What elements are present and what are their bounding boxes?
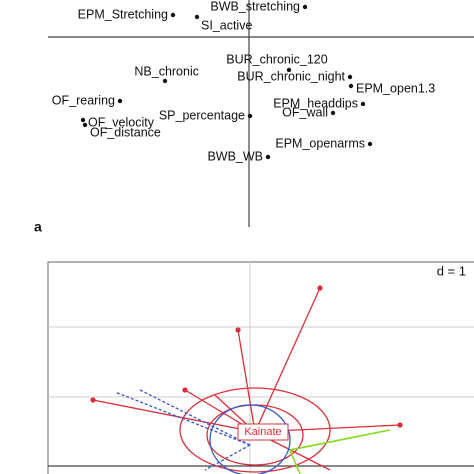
blue-group	[114, 389, 291, 474]
point	[348, 83, 354, 89]
scale-label: d = 1	[437, 263, 466, 278]
point-label: OF_velocity	[88, 115, 155, 129]
star-panel: Kainate d = 1	[47, 261, 474, 474]
point-label: BWB_stretching	[210, 0, 300, 13]
point-label: OF_distance	[90, 125, 161, 139]
point-label: EPM_open1.3	[356, 81, 435, 95]
point-label: OF_rearing	[52, 93, 115, 107]
point-label: EPM_Stretching	[78, 7, 168, 21]
point	[162, 78, 168, 84]
point-label: SI_active	[201, 18, 252, 32]
point	[80, 117, 86, 123]
group-label-box	[237, 423, 289, 441]
point	[347, 74, 353, 80]
group-label: Kainate	[244, 426, 281, 438]
point-label: SP_percentage	[159, 108, 245, 122]
point	[117, 98, 123, 104]
point	[82, 122, 88, 128]
point-label: EPM_headdips	[273, 96, 358, 110]
point	[360, 101, 366, 107]
point	[330, 110, 336, 116]
panel-frame	[47, 261, 474, 474]
point-label: OF_wall	[282, 105, 328, 119]
point	[194, 14, 200, 20]
panel-label: a	[34, 219, 42, 235]
point-label: BUR_chronic_120	[226, 52, 327, 66]
point-label: BUR_chronic_night	[237, 69, 345, 83]
point-label: NB_chronic	[134, 64, 199, 78]
red-group	[90, 285, 403, 473]
point	[302, 4, 308, 10]
point-label: EPM_openarms	[275, 136, 365, 150]
point	[367, 141, 373, 147]
point	[247, 113, 253, 119]
green-group	[289, 429, 391, 474]
point	[265, 154, 271, 160]
point-label: BWB_WB	[207, 149, 263, 163]
point	[170, 12, 176, 18]
point	[286, 67, 292, 73]
